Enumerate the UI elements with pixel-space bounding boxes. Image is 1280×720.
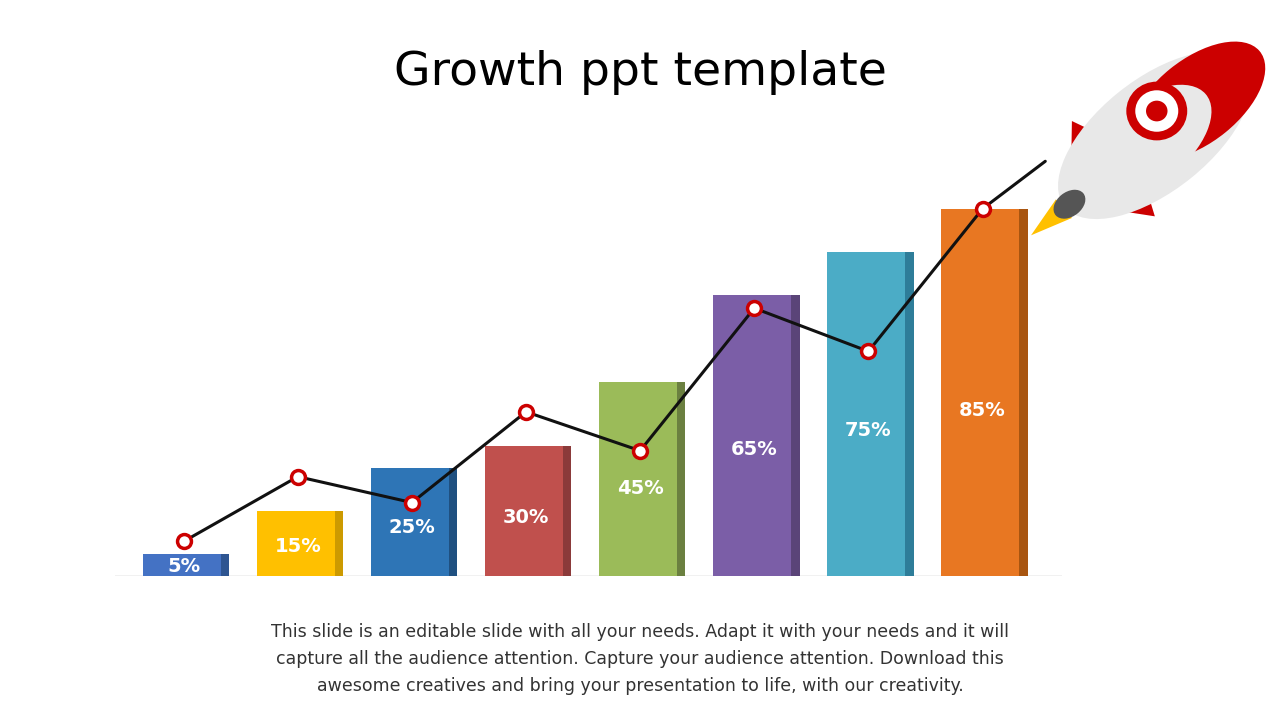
Text: 5%: 5% <box>168 557 200 576</box>
Bar <box>449 468 457 576</box>
Polygon shape <box>1084 158 1155 216</box>
Bar <box>791 295 800 576</box>
Text: 65%: 65% <box>731 440 778 459</box>
Bar <box>142 554 225 576</box>
Bar <box>563 446 571 576</box>
Bar <box>599 382 681 576</box>
Ellipse shape <box>1059 52 1251 219</box>
Text: Growth ppt template: Growth ppt template <box>393 50 887 95</box>
Bar <box>485 446 567 576</box>
Bar <box>371 468 453 576</box>
Circle shape <box>1135 90 1179 132</box>
Polygon shape <box>1030 199 1073 235</box>
Text: 45%: 45% <box>617 479 663 498</box>
Bar <box>1019 209 1028 576</box>
Text: 85%: 85% <box>959 401 1006 420</box>
Bar <box>905 252 914 576</box>
Text: 15%: 15% <box>274 537 321 557</box>
Bar <box>941 209 1024 576</box>
Polygon shape <box>1071 121 1128 189</box>
Bar <box>220 554 229 576</box>
Ellipse shape <box>1076 85 1211 203</box>
Bar <box>257 511 339 576</box>
Ellipse shape <box>1053 190 1085 219</box>
Bar <box>677 382 685 576</box>
Bar <box>713 295 795 576</box>
Circle shape <box>1146 101 1167 122</box>
Text: This slide is an editable slide with all your needs. Adapt it with your needs an: This slide is an editable slide with all… <box>271 623 1009 695</box>
Text: 25%: 25% <box>389 518 435 537</box>
Bar <box>334 511 343 576</box>
Text: 75%: 75% <box>845 420 892 440</box>
Bar <box>827 252 910 576</box>
Ellipse shape <box>1130 42 1265 160</box>
Text: 30%: 30% <box>503 508 549 527</box>
Circle shape <box>1126 81 1188 140</box>
